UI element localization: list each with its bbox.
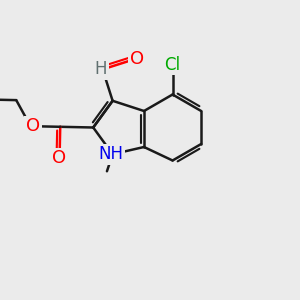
Text: O: O (26, 117, 40, 135)
Text: Cl: Cl (164, 56, 181, 74)
Text: O: O (130, 50, 144, 68)
Text: H: H (95, 60, 107, 78)
Text: O: O (52, 149, 67, 167)
Text: NH: NH (99, 145, 124, 163)
